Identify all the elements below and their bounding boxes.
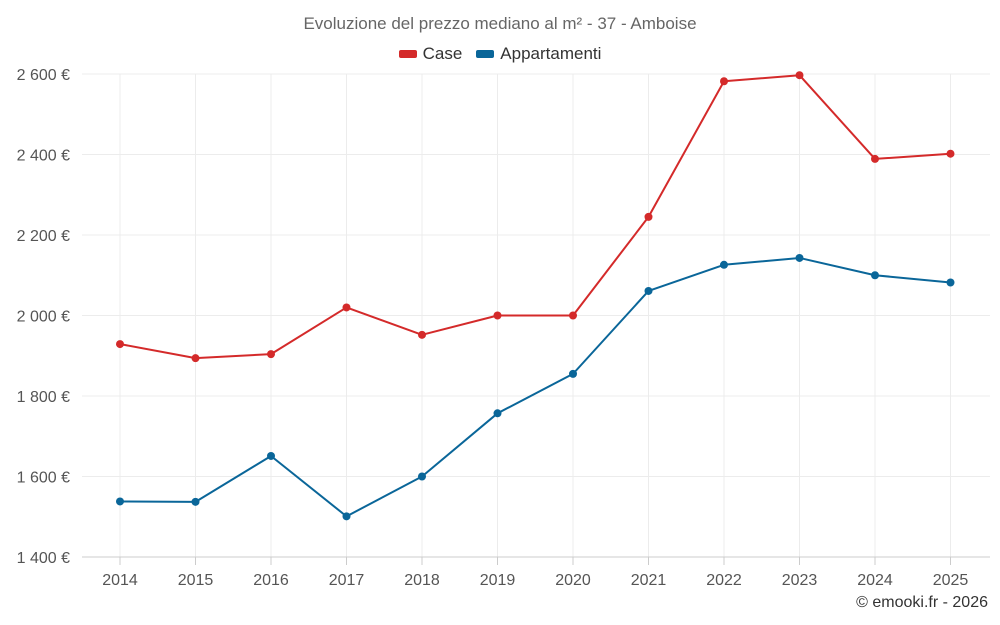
x-tick-label: 2015 <box>178 572 214 589</box>
data-point-appartamenti <box>191 497 200 506</box>
legend-swatch-case <box>398 50 417 58</box>
legend: Case Appartamenti <box>0 44 1000 64</box>
x-tick-label: 2023 <box>782 572 818 589</box>
data-point-appartamenti <box>418 472 426 481</box>
data-point-case <box>871 154 879 163</box>
legend-item-case[interactable]: Case <box>398 44 463 64</box>
data-point-case <box>418 330 426 339</box>
x-tick-label: 2019 <box>480 572 516 589</box>
x-tick-label: 2025 <box>933 572 969 589</box>
x-tick-label: 2021 <box>631 572 667 589</box>
data-point-case <box>946 149 955 158</box>
data-point-appartamenti <box>644 286 653 295</box>
x-tick-label: 2017 <box>329 572 365 589</box>
y-tick-label: 1 400 € <box>17 550 70 567</box>
chart-title: Evoluzione del prezzo mediano al m² - 37… <box>303 14 697 33</box>
y-tick-label: 2 200 € <box>17 228 70 245</box>
y-tick-label: 2 400 € <box>17 148 70 165</box>
data-point-case <box>342 303 351 312</box>
data-point-case <box>569 311 577 320</box>
x-tick-label: 2024 <box>857 572 893 589</box>
credit-text: © emooki.fr - 2026 <box>856 594 988 611</box>
data-point-case <box>720 77 728 86</box>
data-point-case <box>116 340 124 349</box>
series-line-appartamenti <box>119 256 951 518</box>
x-tick-label: 2016 <box>253 572 289 589</box>
data-point-appartamenti <box>795 253 804 262</box>
legend-item-appartamenti[interactable]: Appartamenti <box>476 44 601 64</box>
data-point-case <box>267 350 275 359</box>
data-point-appartamenti <box>267 451 275 460</box>
data-point-appartamenti <box>946 278 955 287</box>
data-point-case <box>191 354 200 363</box>
legend-label-case: Case <box>422 44 463 63</box>
data-point-appartamenti <box>493 409 502 418</box>
data-point-appartamenti <box>720 260 728 269</box>
y-tick-label: 2 600 € <box>17 67 70 84</box>
x-tick-label: 2022 <box>706 572 742 589</box>
y-tick-label: 1 600 € <box>17 470 70 487</box>
x-tick-label: 2018 <box>404 572 440 589</box>
data-point-case <box>795 71 804 80</box>
data-point-case <box>644 212 653 221</box>
data-point-appartamenti <box>871 271 879 280</box>
y-tick-label: 1 800 € <box>17 389 70 406</box>
data-point-appartamenti <box>569 369 577 378</box>
data-point-appartamenti <box>116 497 124 506</box>
data-point-appartamenti <box>342 512 351 521</box>
legend-swatch-appartamenti <box>476 50 495 58</box>
y-tick-label: 2 000 € <box>17 309 70 326</box>
x-tick-label: 2020 <box>555 572 591 589</box>
legend-label-appartamenti: Appartamenti <box>500 44 602 63</box>
data-point-case <box>493 311 502 320</box>
x-tick-label: 2014 <box>102 572 138 589</box>
series-line-case <box>119 74 951 360</box>
